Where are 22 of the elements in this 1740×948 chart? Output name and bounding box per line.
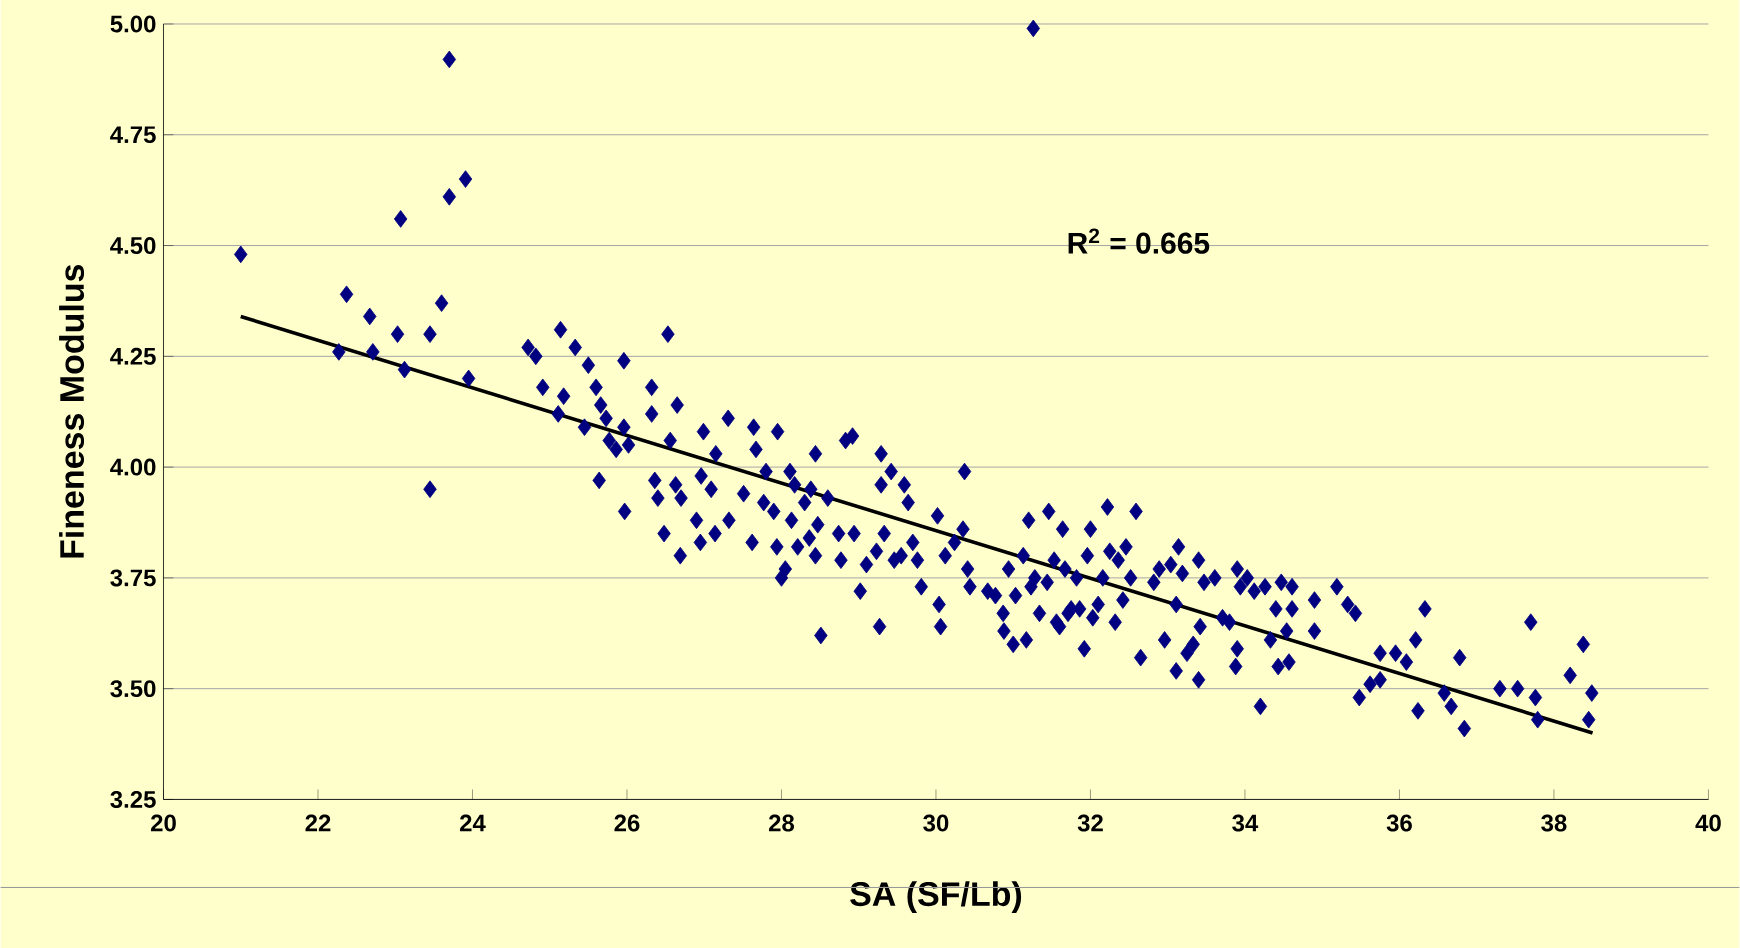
y-tick-label: 4.25: [110, 347, 156, 365]
x-tick-label: 40: [1695, 814, 1721, 832]
x-tick-label: 26: [614, 814, 640, 832]
x-tick-label: 28: [768, 814, 795, 832]
x-tick-label: 30: [923, 814, 949, 832]
y-tick-label: 4.50: [110, 236, 156, 254]
x-tick-label: 22: [305, 814, 331, 832]
annotation: R$^{2}$ = 0.665: [1068, 228, 1210, 254]
y-tick-label: 3.25: [110, 790, 156, 808]
y-axis-title: Fineness Modulus: [59, 264, 85, 558]
x-tick-label: 36: [1386, 814, 1412, 832]
x-axis-title: SA (SF/Lb): [850, 881, 1022, 913]
x-tick-label: 24: [459, 814, 486, 832]
y-tick-label: 4.75: [110, 126, 156, 143]
y-tick-label: 3.75: [110, 569, 156, 587]
x-tick-label: 32: [1077, 814, 1103, 832]
y-tick-label: 3.50: [110, 679, 156, 698]
x-tick-label: 20: [151, 814, 176, 832]
x-tick-label: 34: [1232, 814, 1259, 832]
x-tick-label: 38: [1541, 814, 1567, 832]
y-tick-label: 5.00: [110, 15, 156, 33]
y-tick-label: 4.00: [110, 458, 156, 476]
